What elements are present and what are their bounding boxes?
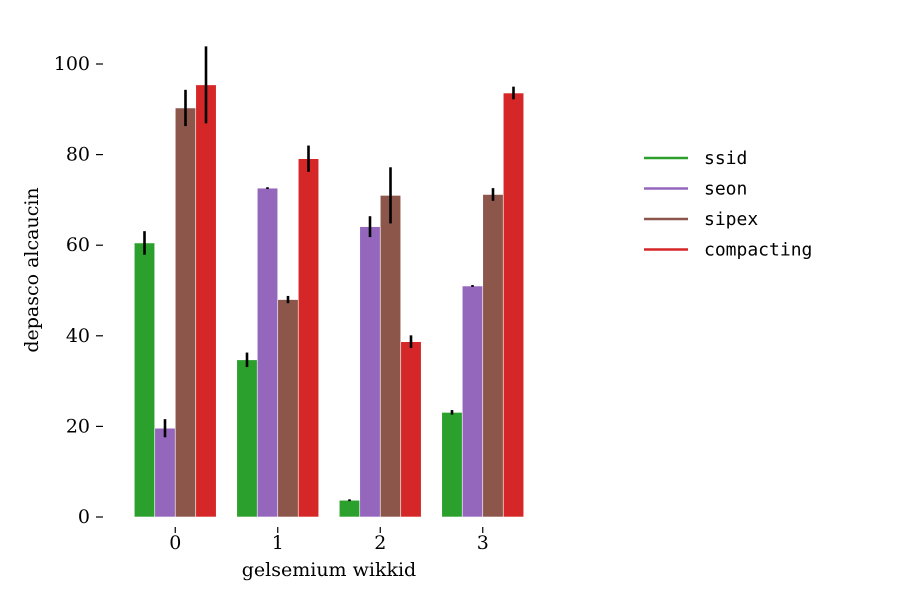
bar-sipex-3 [482, 194, 504, 518]
y-tick-label: 80 [66, 144, 90, 166]
bar-ssid-3 [441, 412, 463, 518]
legend-label-sipex: sipex [704, 209, 758, 230]
y-tick-label: 20 [66, 415, 90, 437]
bar-seon-3 [461, 285, 484, 518]
x-tick-label: 2 [374, 532, 386, 554]
y-tick-label: 60 [66, 234, 90, 256]
y-tick-label: 100 [54, 53, 90, 75]
y-axis: 0 20 40 60 80 100 [54, 53, 103, 528]
bar-seon-0 [154, 427, 176, 518]
bars [133, 84, 525, 518]
bar-sipex-1 [277, 299, 299, 518]
bar-compacting-3 [502, 92, 525, 518]
x-axis-label: gelsemium wikkid [242, 559, 416, 581]
bar-sipex-0 [174, 107, 197, 518]
x-tick-label: 1 [272, 532, 284, 554]
y-tick-label: 0 [78, 506, 90, 528]
y-tick-label: 40 [66, 325, 90, 347]
error-bars [143, 46, 515, 502]
legend: ssid seon sipex compacting [644, 148, 812, 261]
bar-seon-1 [256, 187, 279, 518]
legend-label-seon: seon [704, 179, 747, 200]
bar-ssid-1 [236, 359, 258, 518]
bar-compacting-1 [297, 158, 320, 518]
bar-compacting-2 [400, 341, 422, 518]
bar-ssid-0 [133, 242, 156, 518]
bar-sipex-2 [379, 195, 402, 518]
bar-ssid-2 [338, 499, 361, 518]
x-tick-label: 0 [169, 532, 181, 554]
legend-label-compacting: compacting [704, 240, 812, 261]
x-tick-label: 3 [477, 532, 489, 554]
x-axis: 0 1 2 3 [169, 527, 489, 554]
bar-seon-2 [359, 226, 381, 518]
bar-compacting-0 [195, 84, 217, 518]
y-axis-label: depasco alcaucin [21, 187, 43, 352]
legend-label-ssid: ssid [704, 148, 747, 169]
